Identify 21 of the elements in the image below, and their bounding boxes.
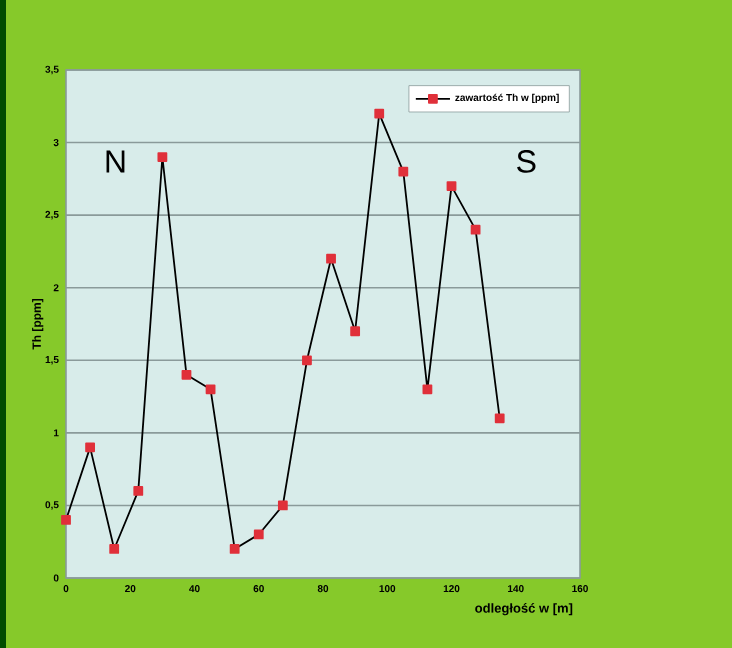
point — [470, 224, 481, 235]
point — [277, 500, 288, 511]
point — [253, 529, 264, 540]
point — [61, 515, 71, 525]
point — [374, 108, 385, 119]
point — [133, 486, 144, 496]
point — [157, 152, 168, 162]
point — [398, 166, 409, 177]
annotation: S — [517, 150, 536, 173]
point — [85, 442, 95, 453]
point — [229, 544, 240, 554]
point — [181, 369, 192, 380]
annotation: N — [106, 150, 125, 173]
point — [326, 253, 336, 264]
point — [302, 355, 312, 366]
point — [494, 413, 505, 424]
point — [422, 384, 433, 395]
point — [109, 544, 120, 554]
point — [446, 181, 457, 192]
point — [350, 326, 361, 337]
point — [205, 384, 216, 395]
